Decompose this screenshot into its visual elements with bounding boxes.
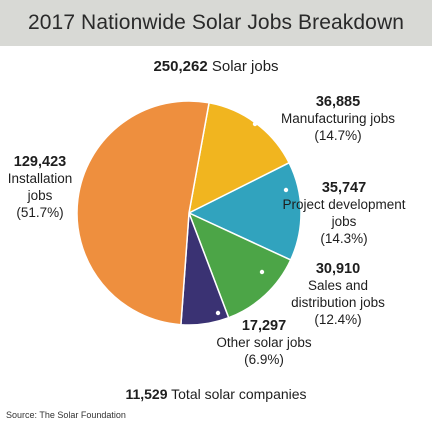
total-companies: 11,529 Total solar companies: [0, 386, 432, 402]
slice-category-label: Installation: [8, 171, 73, 186]
slice-category-label: Project development: [282, 197, 405, 212]
slice-value-label: 17,297: [242, 318, 286, 334]
slice-percent-label: (14.3%): [320, 231, 367, 246]
slice-value-label: 30,910: [316, 261, 360, 277]
slice-percent-label: (6.9%): [244, 352, 284, 367]
slice-marker: [252, 121, 258, 127]
slice-percent-label: (12.4%): [314, 312, 361, 327]
slice-category-label: Other solar jobs: [216, 335, 312, 350]
slice-marker: [259, 269, 265, 275]
slice-value-label: 129,423: [14, 154, 66, 170]
slice-marker: [215, 310, 221, 316]
title-bar: 2017 Nationwide Solar Jobs Breakdown: [0, 0, 432, 46]
source-note: Source: The Solar Foundation: [6, 410, 126, 420]
slice-category-label: Sales and: [308, 278, 368, 293]
slice-category-label: jobs: [331, 214, 357, 229]
slice-category-label: jobs: [27, 188, 53, 203]
chart-title: 2017 Nationwide Solar Jobs Breakdown: [28, 11, 404, 34]
slice-category-label: Manufacturing jobs: [281, 111, 395, 126]
slice-percent-label: (14.7%): [314, 128, 361, 143]
slice-value-label: 36,885: [316, 94, 360, 110]
slice-value-label: 35,747: [322, 180, 366, 196]
pie-slice: [187, 211, 292, 319]
total-jobs: 250,262 Solar jobs: [0, 58, 432, 75]
slice-percent-label: (51.7%): [16, 205, 63, 220]
slice-marker: [283, 187, 289, 193]
total-companies-value: 11,529: [125, 386, 168, 402]
total-jobs-label: Solar jobs: [211, 58, 279, 75]
pie-slice: [76, 100, 210, 326]
total-companies-label: Total solar companies: [171, 386, 307, 402]
pie-slice: [187, 161, 302, 261]
total-jobs-value: 250,262: [153, 58, 208, 75]
slice-category-label: distribution jobs: [291, 295, 385, 310]
